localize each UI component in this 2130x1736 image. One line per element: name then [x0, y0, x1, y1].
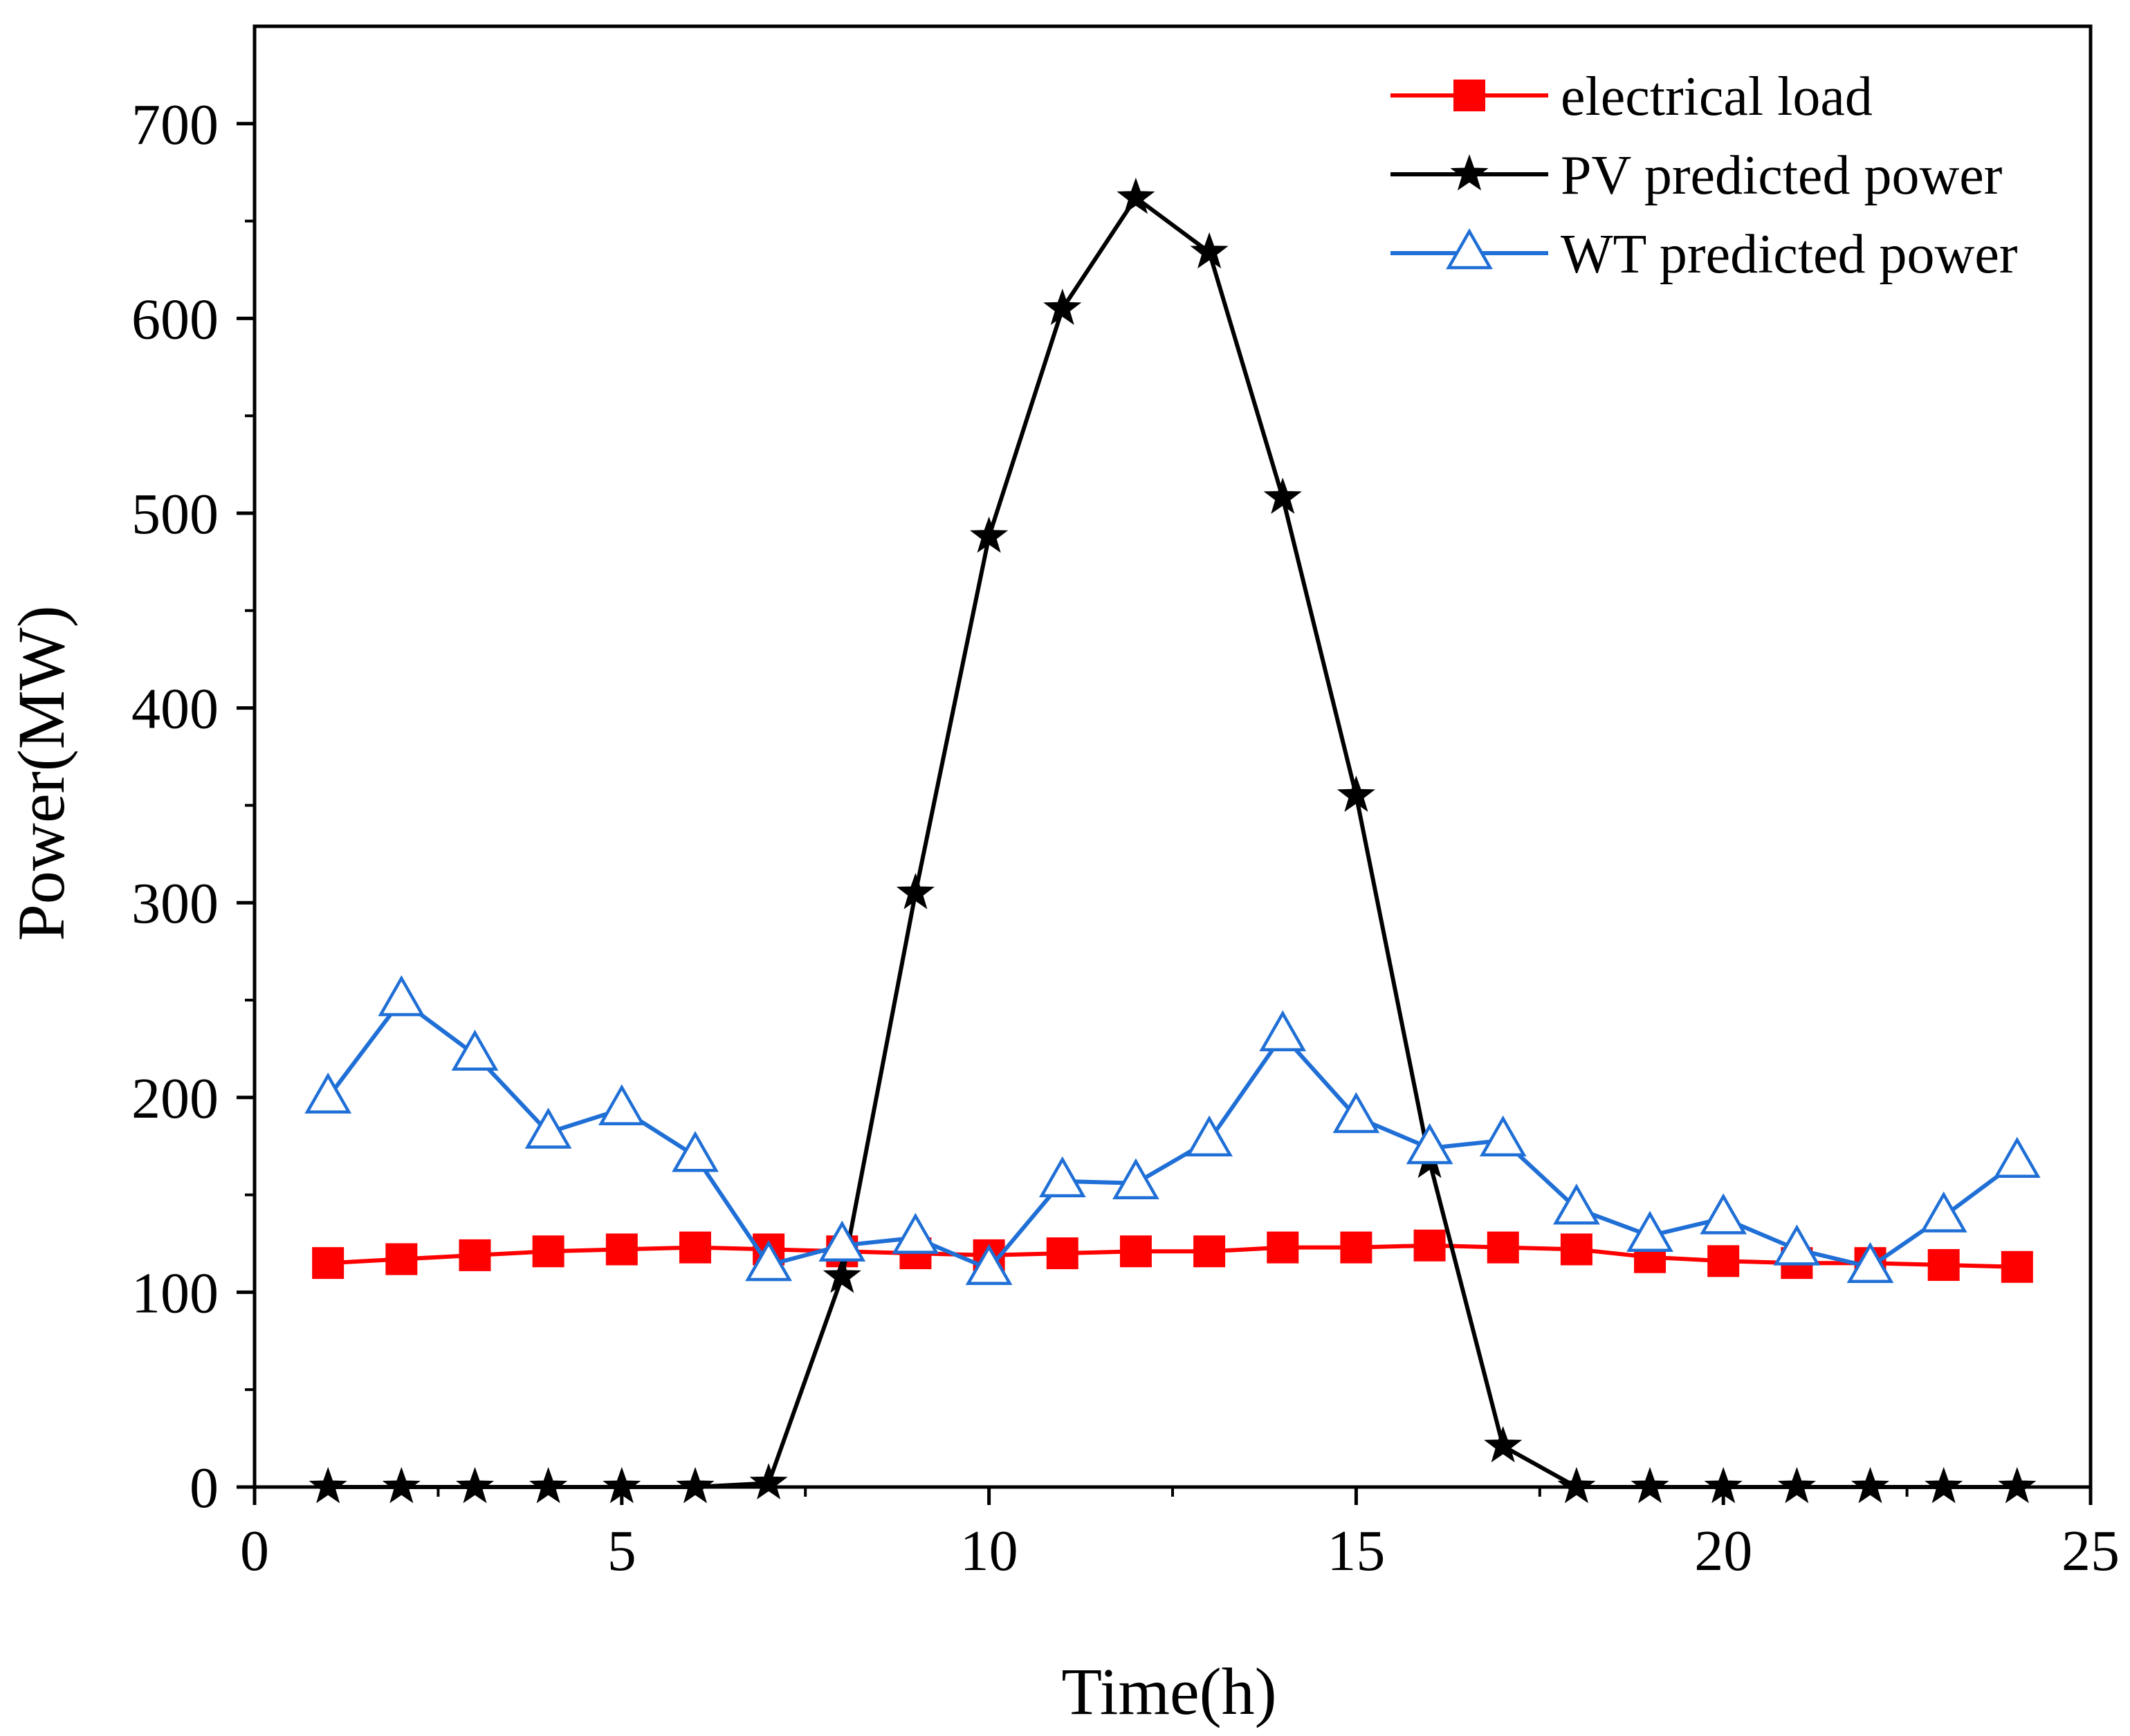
data-point [1117, 177, 1155, 214]
legend-label: PV predicted power [1561, 145, 2002, 206]
legend-marker [1453, 80, 1485, 111]
y-tick-label: 400 [131, 677, 219, 741]
data-point [745, 1239, 792, 1282]
data-point [532, 1235, 564, 1268]
y-tick-label: 700 [131, 93, 219, 157]
data-point [382, 1467, 421, 1504]
data-point [309, 1466, 347, 1504]
data-point [1340, 1231, 1372, 1264]
data-point [459, 1239, 491, 1271]
data-point [598, 1084, 645, 1125]
x-tick-label: 25 [2062, 1519, 2120, 1583]
legend-entry: electrical load [1390, 66, 1873, 127]
data-point [385, 1243, 418, 1275]
data-point [1267, 1231, 1299, 1264]
data-point [1993, 1136, 2041, 1178]
x-tick-label: 20 [1694, 1519, 1752, 1583]
data-point [1479, 1115, 1527, 1157]
data-point [524, 1107, 572, 1149]
y-tick-label: 100 [131, 1261, 219, 1325]
data-point [1557, 1467, 1596, 1504]
data-point [1046, 1237, 1078, 1270]
data-point [672, 1131, 719, 1172]
legend-entry: WT predicted power [1390, 224, 2017, 285]
data-point [603, 1467, 641, 1504]
axis-tick-labels: 0 5 10 15 20 25 0 100 200 300 400 500 600 700 [131, 93, 2120, 1583]
data-point [1112, 1158, 1159, 1199]
data-point [1851, 1467, 1890, 1504]
data-point [1704, 1467, 1743, 1504]
legend-entry: PV predicted power [1390, 145, 2002, 206]
data-point [1487, 1231, 1519, 1264]
data-point [2001, 1250, 2033, 1283]
x-tick-label: 10 [960, 1519, 1018, 1583]
legend: electrical load PV predicted power WT pred… [1390, 66, 2017, 285]
data-point [1406, 1123, 1453, 1165]
y-tick-label: 500 [131, 482, 219, 546]
data-point [896, 873, 935, 909]
x-axis-label: Time(h) [1061, 1654, 1276, 1728]
data-point [1337, 775, 1375, 812]
data-point [823, 1256, 861, 1293]
data-point [1553, 1183, 1600, 1225]
data-point [1186, 1115, 1233, 1157]
series-electrical-load [312, 1229, 2033, 1283]
data-point [970, 516, 1009, 553]
data-point [1700, 1193, 1747, 1235]
data-point [1190, 232, 1229, 269]
data-point [1484, 1425, 1523, 1463]
axis-ticks [237, 122, 2093, 1505]
data-point [892, 1212, 939, 1254]
data-point [1259, 1010, 1307, 1051]
y-tick-label: 600 [131, 287, 219, 351]
data-point [749, 1463, 788, 1499]
data-point [679, 1231, 711, 1264]
data-point [1631, 1466, 1669, 1504]
data-point [1777, 1466, 1816, 1504]
data-point [965, 1244, 1013, 1285]
data-point [1193, 1235, 1226, 1268]
data-point [1332, 1091, 1380, 1134]
data-point [676, 1466, 715, 1504]
data-point [1413, 1229, 1446, 1262]
series-wt-predicted-power [304, 975, 2041, 1285]
legend-label: WT predicted power [1561, 224, 2017, 285]
series-line [328, 195, 2017, 1489]
data-point [304, 1072, 352, 1114]
data-point [818, 1220, 866, 1262]
data-point [455, 1467, 495, 1504]
data-point [1925, 1467, 1963, 1504]
y-tick-label: 0 [190, 1456, 219, 1520]
legend-marker [1450, 154, 1489, 191]
series-pv-predicted-power [309, 177, 2037, 1504]
data-point [529, 1466, 568, 1504]
data-point [1846, 1241, 1894, 1284]
data-point [1707, 1245, 1740, 1277]
x-tick-label: 0 [240, 1519, 269, 1583]
legend-label: electrical load [1561, 66, 1873, 127]
legend-marker [1446, 228, 1493, 270]
x-tick-label: 5 [607, 1519, 636, 1583]
y-tick-label: 200 [131, 1066, 219, 1131]
data-point [1927, 1248, 1960, 1281]
x-tick-label: 15 [1327, 1519, 1385, 1583]
data-point [1043, 288, 1082, 325]
y-axis-label: Power(MW) [4, 605, 78, 941]
series-layer [304, 177, 2041, 1504]
data-point [1263, 477, 1302, 514]
data-point [1998, 1466, 2037, 1504]
data-point [312, 1247, 345, 1280]
data-point [1920, 1191, 1967, 1232]
data-point [1038, 1156, 1086, 1198]
data-point [451, 1029, 499, 1071]
data-point [378, 975, 425, 1017]
data-point [1773, 1224, 1821, 1266]
y-tick-label: 300 [131, 871, 219, 936]
data-point [1560, 1233, 1592, 1266]
data-point [1119, 1235, 1152, 1268]
data-point [605, 1233, 638, 1266]
data-point [1626, 1210, 1673, 1252]
